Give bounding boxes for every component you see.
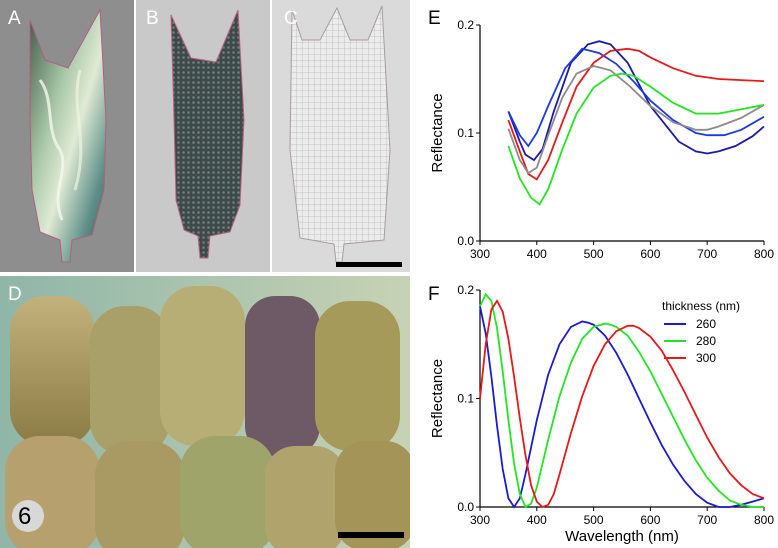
panel-label-d: D (8, 284, 22, 305)
series-line-blue (507, 47, 765, 148)
panel-a-micrograph (0, 0, 134, 272)
y-axis-label: Reflectance (429, 359, 446, 438)
panel-label-b: B (146, 8, 159, 29)
x-tick-label: 600 (640, 247, 660, 261)
y-axis-label: Reflectance (429, 93, 446, 172)
legend-entry-300: 300 (696, 351, 716, 365)
y-tick-label: 0.1 (457, 126, 474, 140)
series-line-260 (479, 306, 765, 509)
panel-b-micrograph (136, 0, 270, 272)
figure-number-badge (12, 500, 44, 532)
legend-entry-260: 260 (696, 317, 716, 331)
wing-scales-image (0, 276, 410, 548)
x-axis-label: Wavelength (nm) (565, 528, 679, 545)
x-tick-label: 600 (640, 513, 660, 527)
chart-f: 300 400 500 600 700 800 0.0 0.1 0.2 Reflectance Wa… (429, 283, 774, 545)
x-tick-label: 400 (527, 513, 547, 527)
scale-b-image (170, 9, 245, 259)
panel-label-e: E (428, 8, 441, 29)
scale-c-image (289, 5, 391, 263)
panel-label-f: F (428, 284, 440, 305)
figure-number: 6 (18, 503, 32, 530)
x-tick-label: 500 (584, 513, 604, 527)
x-tick-label: 700 (697, 513, 717, 527)
chart-e: 300 400 500 600 700 800 0.0 0.1 0.2 Reflectance (429, 18, 774, 261)
series-line-red (507, 47, 765, 181)
x-tick-label: 500 (584, 247, 604, 261)
scale-a-image (29, 8, 107, 263)
x-tick-label: 300 (470, 513, 490, 527)
panel-c-micrograph (272, 0, 410, 272)
series-line-green (507, 72, 765, 206)
series-line-gray (507, 65, 765, 175)
x-tick-label: 400 (527, 247, 547, 261)
x-tick-label: 300 (470, 247, 490, 261)
panel-label-c: C (284, 8, 298, 29)
legend-title: thickness (nm) (662, 299, 740, 313)
scale-bar-d (338, 532, 404, 538)
panel-label-a: A (8, 8, 21, 29)
panel-d-photo (0, 276, 410, 548)
scale-bar-c (336, 262, 402, 267)
series-line-280 (479, 292, 764, 509)
y-tick-label: 0.1 (457, 392, 474, 406)
y-tick-label: 0.2 (457, 18, 474, 32)
x-tick-label: 800 (754, 247, 774, 261)
series-line-300 (479, 299, 765, 509)
y-tick-label: 0.2 (457, 283, 474, 297)
x-tick-label: 800 (754, 513, 774, 527)
y-tick-label: 0.0 (457, 500, 474, 514)
series-line-blue-dark (507, 40, 765, 162)
x-tick-label: 700 (697, 247, 717, 261)
y-tick-label: 0.0 (457, 234, 474, 248)
legend-entry-280: 280 (696, 334, 716, 348)
